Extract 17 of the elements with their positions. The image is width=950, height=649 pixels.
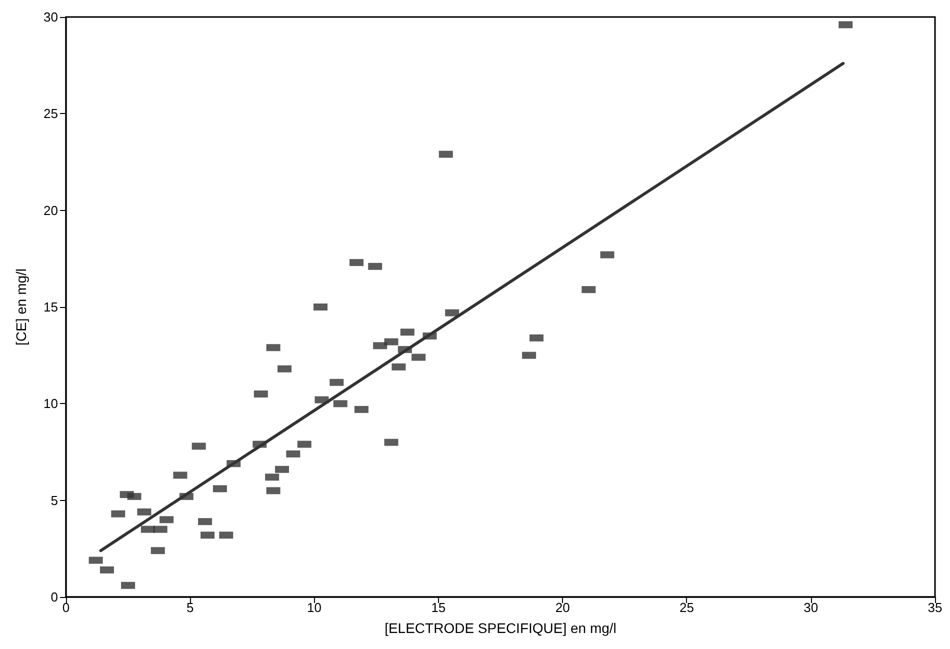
y-tick-label: 5: [50, 492, 58, 508]
y-tick-label: 0: [50, 590, 58, 604]
x-tick-label: 20: [555, 600, 570, 615]
x-tick-label: 15: [431, 600, 446, 615]
x-tick-label: 5: [186, 600, 194, 615]
x-tick-label: 35: [928, 600, 942, 615]
x-tick-label: 25: [679, 600, 694, 615]
y-tick-label: 20: [44, 202, 58, 218]
x-tick-label: 30: [804, 600, 818, 615]
y-axis-title: [CE] en mg/l: [13, 268, 29, 346]
y-tick-label: 10: [44, 396, 58, 412]
x-tick-label: 10: [307, 600, 322, 615]
y-tick-label: 15: [44, 300, 58, 314]
y-tick-label: 25: [44, 106, 58, 122]
x-axis-title: [ELECTRODE SPECIFIQUE] en mg/l: [384, 620, 616, 636]
y-tick-label: 30: [44, 10, 58, 24]
x-tick-label: 0: [62, 600, 70, 615]
